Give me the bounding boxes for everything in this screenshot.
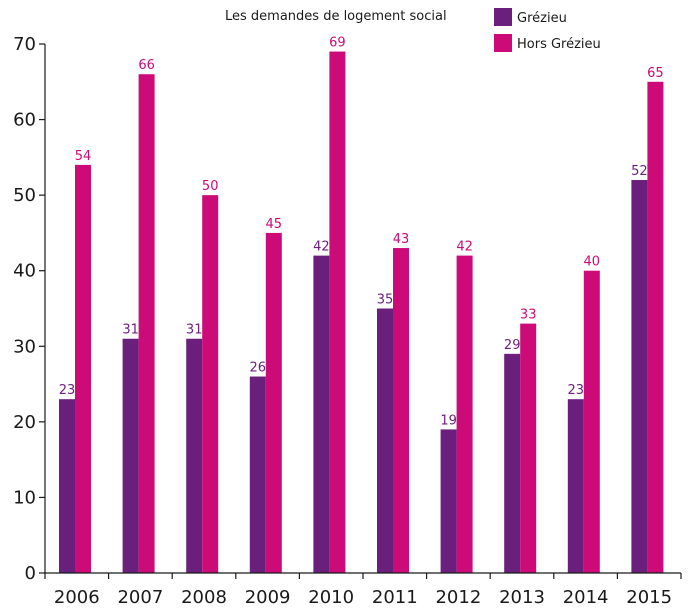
data-label-hors-grezieu: 69 xyxy=(329,36,346,51)
y-tick-label: 20 xyxy=(13,412,36,433)
data-label-hors-grezieu: 65 xyxy=(647,66,664,81)
data-label-hors-grezieu: 43 xyxy=(393,232,410,247)
bar-hors-grezieu xyxy=(265,232,282,573)
x-tick-label: 2009 xyxy=(245,587,291,608)
bar-grezieu xyxy=(440,429,457,573)
data-label-hors-grezieu: 40 xyxy=(584,255,601,270)
data-label-grezieu: 42 xyxy=(313,240,330,255)
bar-hors-grezieu xyxy=(138,74,155,573)
data-label-grezieu: 31 xyxy=(186,323,203,338)
x-tick-label: 2015 xyxy=(626,587,672,608)
data-label-hors-grezieu: 54 xyxy=(75,149,92,164)
data-label-hors-grezieu: 45 xyxy=(266,217,283,232)
bar-grezieu xyxy=(567,399,584,573)
y-tick-label: 50 xyxy=(13,185,36,206)
y-tick-label: 70 xyxy=(13,34,36,55)
legend-label-hors-grezieu: Hors Grézieu xyxy=(517,37,601,52)
y-tick-label: 60 xyxy=(13,110,36,131)
y-tick-label: 30 xyxy=(13,336,36,357)
bar-grezieu xyxy=(313,255,330,573)
x-tick-label: 2007 xyxy=(117,587,163,608)
legend: Grézieu Hors Grézieu xyxy=(494,8,601,52)
bar-hors-grezieu xyxy=(520,323,537,573)
bar-grezieu xyxy=(631,180,648,573)
x-tick-label: 2010 xyxy=(308,587,354,608)
x-tick-label: 2012 xyxy=(435,587,481,608)
x-tick-label: 2006 xyxy=(54,587,100,608)
chart-title: Les demandes de logement social xyxy=(225,9,447,24)
data-label-hors-grezieu: 42 xyxy=(456,240,473,255)
x-tick-label: 2014 xyxy=(563,587,609,608)
y-axis-ticks: 0 10 20 30 40 50 60 70 xyxy=(13,34,45,584)
y-tick-label: 0 xyxy=(25,563,36,584)
y-tick-label: 10 xyxy=(13,487,36,508)
bars xyxy=(59,51,664,574)
data-label-grezieu: 23 xyxy=(59,383,76,398)
x-axis-ticks: 2006 2007 2008 2009 2010 2011 2012 2013 2014 2015 xyxy=(44,573,682,608)
data-label-grezieu: 29 xyxy=(504,338,521,353)
data-label-grezieu: 26 xyxy=(250,361,267,376)
data-label-hors-grezieu: 66 xyxy=(138,58,155,73)
data-label-grezieu: 23 xyxy=(568,383,585,398)
bar-hors-grezieu xyxy=(583,270,600,573)
bar-grezieu xyxy=(249,376,266,573)
data-label-grezieu: 35 xyxy=(377,293,394,308)
bar-hors-grezieu xyxy=(202,195,219,573)
data-label-hors-grezieu: 33 xyxy=(520,308,537,323)
data-label-grezieu: 19 xyxy=(440,413,457,428)
bar-grezieu xyxy=(377,308,393,573)
x-tick-label: 2011 xyxy=(372,587,418,608)
bar-hors-grezieu xyxy=(329,51,346,574)
y-tick-label: 40 xyxy=(13,261,36,282)
bar-hors-grezieu xyxy=(456,255,473,573)
data-labels: 23 54 31 66 31 50 26 45 42 69 35 43 19 42 29 33 23 40 52 65 xyxy=(59,36,664,429)
legend-label-grezieu: Grézieu xyxy=(517,11,567,26)
x-tick-label: 2013 xyxy=(499,587,545,608)
legend-swatch-grezieu xyxy=(494,8,512,26)
data-label-hors-grezieu: 50 xyxy=(202,179,219,194)
bar-grezieu xyxy=(122,338,139,573)
data-label-grezieu: 31 xyxy=(122,323,139,338)
legend-swatch-hors-grezieu xyxy=(494,34,512,52)
bar-grezieu xyxy=(504,353,521,573)
bar-hors-grezieu xyxy=(75,164,91,573)
bar-grezieu xyxy=(186,338,203,573)
bar-grezieu xyxy=(59,399,75,573)
data-label-grezieu: 52 xyxy=(631,164,648,179)
bar-hors-grezieu xyxy=(647,81,664,574)
x-tick-label: 2008 xyxy=(181,587,227,608)
bar-hors-grezieu xyxy=(393,248,409,574)
